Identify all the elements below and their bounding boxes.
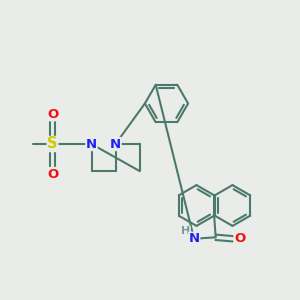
Text: N: N bbox=[188, 232, 200, 245]
Text: S: S bbox=[47, 136, 58, 152]
Text: O: O bbox=[47, 107, 58, 121]
Text: N: N bbox=[110, 137, 121, 151]
Text: N: N bbox=[86, 137, 97, 151]
Text: H: H bbox=[181, 226, 190, 236]
Text: O: O bbox=[47, 167, 58, 181]
Text: O: O bbox=[234, 232, 245, 245]
